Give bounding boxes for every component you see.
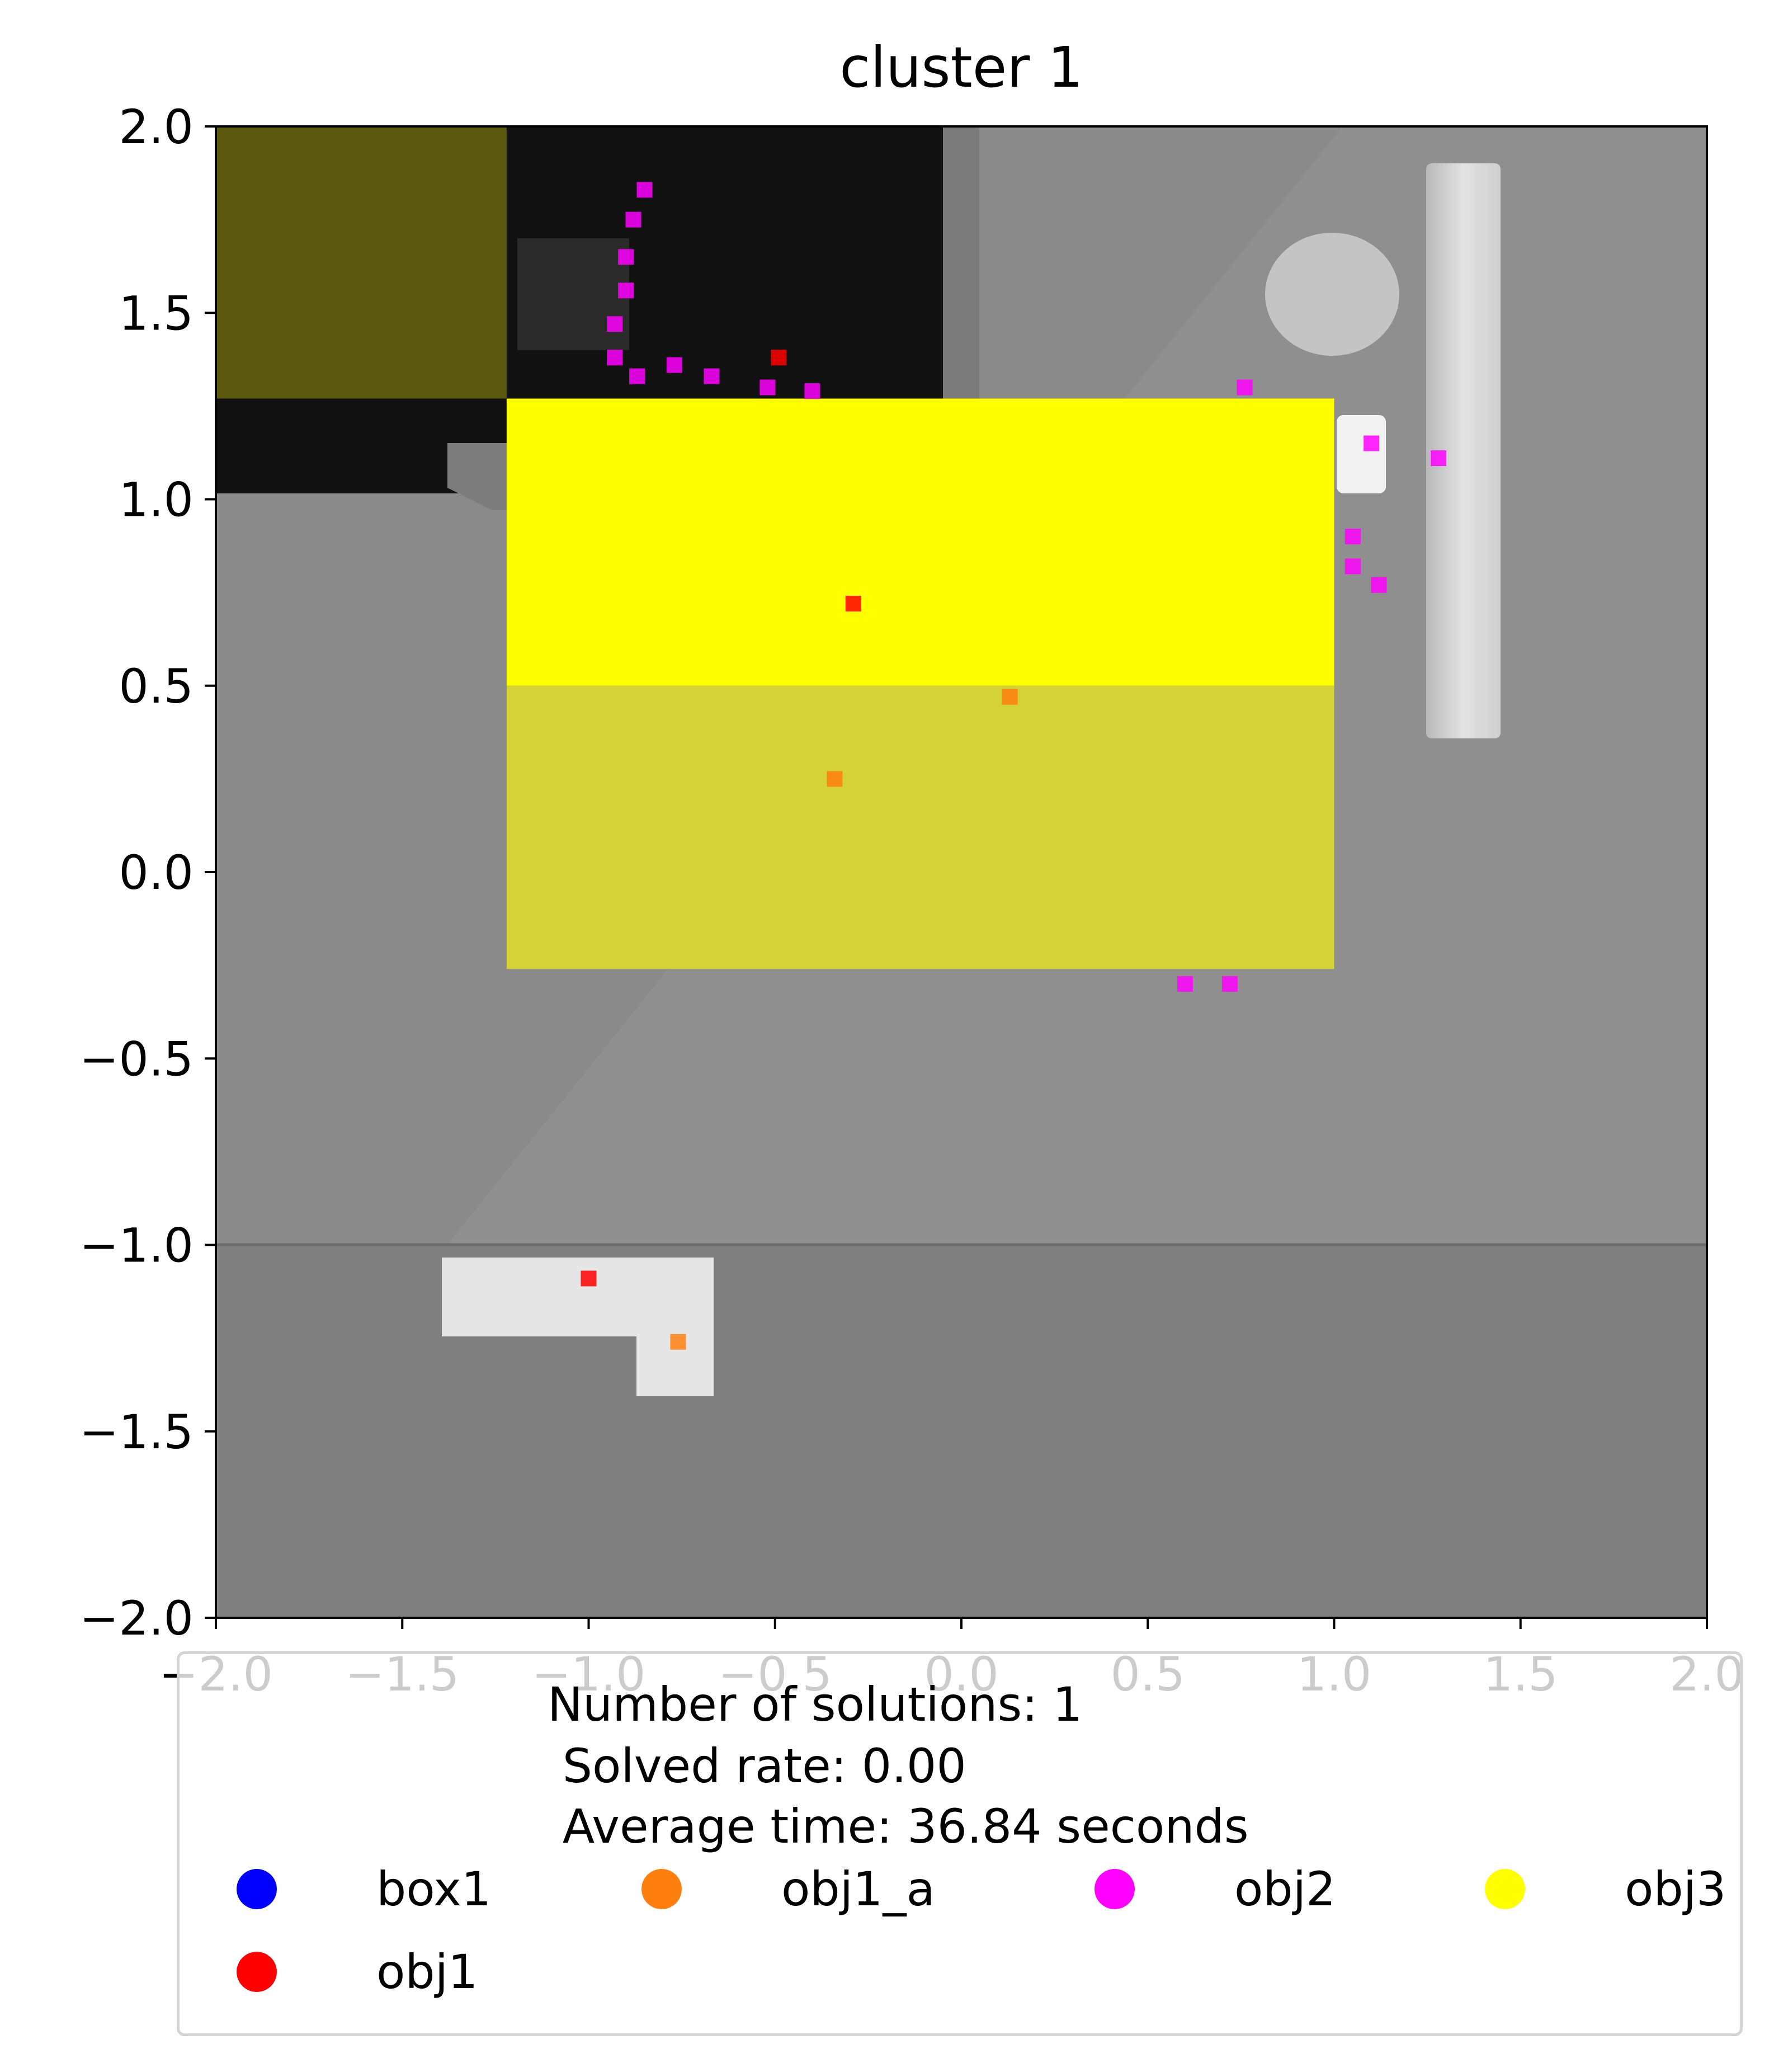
region-obj3-0 bbox=[216, 126, 507, 399]
legend-label-box1: box1 bbox=[376, 1862, 492, 1916]
point-obj2-11 bbox=[1237, 379, 1253, 395]
y-tick-label: −0.5 bbox=[79, 1032, 194, 1086]
point-obj2-15 bbox=[1344, 558, 1361, 574]
point-obj2-3 bbox=[618, 282, 634, 299]
point-obj2-16 bbox=[1371, 577, 1387, 593]
chart-title: cluster 1 bbox=[839, 35, 1083, 100]
legend-item-obj1-a: obj1_a bbox=[641, 1861, 977, 1917]
legend: Number of solutions: 1 Solved rate: 0.00… bbox=[177, 1651, 1743, 2036]
y-tick-label: 0.5 bbox=[119, 659, 194, 714]
legend-marker-box1 bbox=[237, 1869, 277, 1909]
tall-cylinder bbox=[1426, 163, 1501, 738]
point-obj2-10 bbox=[804, 383, 820, 399]
y-tick-label: 1.0 bbox=[119, 473, 194, 528]
point-obj1-2 bbox=[845, 596, 861, 612]
y-tick-label: −1.0 bbox=[79, 1218, 194, 1273]
region-obj3-2 bbox=[506, 685, 1334, 969]
point-obj2-0 bbox=[636, 182, 653, 198]
legend-marker-obj2 bbox=[1094, 1869, 1135, 1909]
legend-title-line-1: Number of solutions: 1 bbox=[548, 1677, 1083, 1732]
point-obj2-6 bbox=[629, 368, 645, 384]
floor-lower-area bbox=[216, 1245, 1707, 1618]
point-obj2-5 bbox=[607, 350, 623, 366]
round-stool bbox=[1265, 233, 1399, 356]
region-obj3-1 bbox=[506, 398, 1334, 686]
point-obj2-9 bbox=[759, 379, 776, 395]
legend-title-line-2: Solved rate: 0.00 bbox=[548, 1739, 966, 1793]
legend-item-box1: box1 bbox=[237, 1861, 572, 1917]
point-obj1-1 bbox=[771, 350, 787, 366]
y-tick-label: 1.5 bbox=[119, 286, 194, 341]
legend-label-obj3: obj3 bbox=[1625, 1862, 1726, 1916]
point-obj1_a-2 bbox=[1002, 689, 1018, 705]
legend-label-obj1-a: obj1_a bbox=[781, 1862, 935, 1916]
point-obj2-4 bbox=[607, 316, 623, 332]
y-axis: 2.0 1.5 1.0 0.5 0.0 −0.5 −1.0 −1.5 −2.0 bbox=[79, 100, 216, 1646]
y-tick-label: −2.0 bbox=[79, 1591, 194, 1646]
legend-item-obj3: obj3 bbox=[1485, 1861, 1731, 1917]
obj3-regions bbox=[216, 126, 1334, 969]
legend-marker-obj3 bbox=[1485, 1869, 1525, 1909]
dark-shelf bbox=[517, 238, 629, 350]
y-tick-label: −1.5 bbox=[79, 1405, 194, 1459]
point-obj2-13 bbox=[1431, 450, 1447, 467]
point-obj2-14 bbox=[1344, 529, 1361, 545]
legend-label-obj1: obj1 bbox=[376, 1944, 478, 1999]
legend-marker-obj1-a bbox=[641, 1869, 682, 1909]
point-obj1_a-0 bbox=[670, 1334, 686, 1350]
point-obj2-8 bbox=[704, 368, 720, 384]
legend-label-obj2: obj2 bbox=[1234, 1862, 1336, 1916]
shelf-top bbox=[1337, 415, 1386, 493]
point-obj2-17 bbox=[1177, 976, 1193, 992]
legend-item-obj1: obj1 bbox=[237, 1944, 572, 2000]
legend-marker-obj1 bbox=[237, 1952, 277, 1992]
point-obj2-12 bbox=[1364, 435, 1380, 451]
point-obj2-2 bbox=[618, 249, 634, 265]
point-obj1-0 bbox=[581, 1270, 597, 1287]
y-tick-label: 0.0 bbox=[119, 845, 194, 900]
point-obj2-18 bbox=[1221, 976, 1238, 992]
point-obj1_a-1 bbox=[827, 771, 843, 787]
legend-item-obj2: obj2 bbox=[1094, 1861, 1430, 1917]
point-obj2-1 bbox=[625, 211, 641, 228]
legend-title-line-3: Average time: 36.84 seconds bbox=[548, 1799, 1249, 1854]
point-obj2-7 bbox=[666, 357, 682, 373]
data-points bbox=[581, 182, 1447, 1350]
l-shaped-block bbox=[442, 1258, 714, 1396]
y-tick-label: 2.0 bbox=[119, 100, 194, 154]
